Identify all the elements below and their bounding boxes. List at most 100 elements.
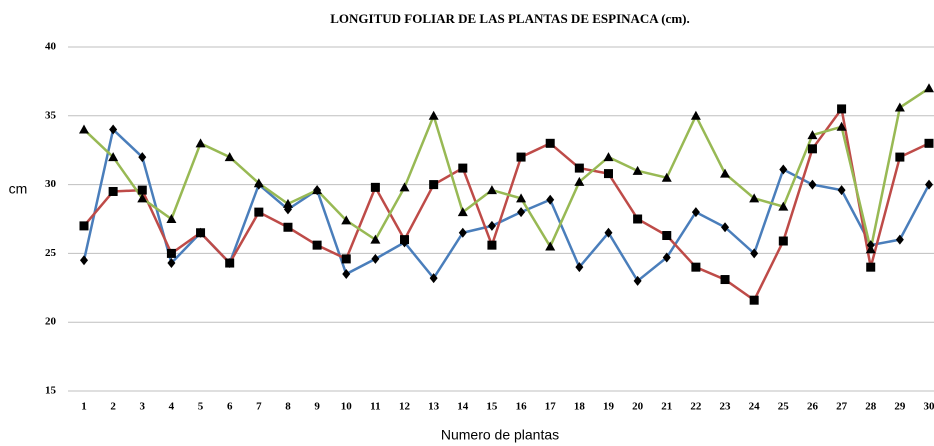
x-tick-label: 1 [81, 401, 87, 413]
marker [341, 215, 352, 225]
marker [342, 269, 351, 280]
marker [371, 253, 380, 264]
x-tick-label: 2 [110, 401, 116, 413]
x-tick-label: 6 [227, 401, 233, 413]
marker [691, 262, 701, 272]
marker [79, 124, 89, 134]
marker [720, 168, 731, 178]
marker [312, 240, 322, 250]
x-tick-label: 10 [341, 401, 353, 413]
marker [400, 235, 410, 245]
marker [457, 207, 468, 217]
series-line [83, 87, 930, 250]
marker [837, 185, 846, 196]
marker [895, 152, 905, 162]
x-tick-label: 18 [574, 401, 586, 413]
marker [690, 110, 701, 120]
x-tick-label: 14 [457, 401, 469, 413]
marker [224, 152, 235, 162]
marker [196, 228, 206, 238]
marker [924, 138, 934, 148]
y-tick-label: 15 [45, 385, 57, 397]
marker [662, 231, 672, 241]
marker [749, 193, 760, 203]
marker [778, 201, 789, 211]
marker [283, 222, 293, 232]
marker [516, 152, 526, 162]
marker [545, 138, 555, 148]
y-tick-label: 20 [45, 316, 57, 328]
marker [428, 110, 439, 120]
marker [603, 169, 613, 179]
marker [749, 295, 759, 305]
x-axis-label: Numero de plantas [441, 427, 559, 443]
series-line [83, 105, 930, 303]
series-line [82, 127, 931, 283]
x-tick-label: 19 [603, 401, 615, 413]
marker [807, 144, 817, 154]
marker [895, 234, 904, 245]
marker [836, 121, 847, 131]
marker [604, 227, 613, 238]
marker [312, 185, 323, 195]
x-tick-label: 12 [399, 401, 411, 413]
marker [894, 102, 905, 112]
marker [138, 152, 147, 163]
marker [166, 214, 177, 223]
marker [516, 193, 527, 203]
x-tick-label: 9 [314, 401, 320, 413]
marker [721, 222, 730, 233]
marker [429, 273, 438, 284]
marker [487, 220, 496, 231]
x-tick-label: 29 [894, 401, 906, 413]
x-tick-label: 22 [690, 401, 702, 413]
marker [341, 254, 351, 264]
x-tick-label: 30 [924, 401, 934, 413]
x-tick-label: 24 [749, 401, 761, 413]
x-tick-label: 27 [836, 401, 848, 413]
y-tick-label: 40 [45, 41, 57, 53]
x-tick-label: 7 [256, 401, 262, 413]
marker [517, 207, 526, 218]
chart-title: LONGITUD FOLIAR DE LAS PLANTAS DE ESPINA… [330, 11, 689, 26]
x-tick-label: 17 [545, 401, 557, 413]
marker [574, 163, 584, 173]
marker [166, 248, 176, 258]
marker [429, 180, 439, 190]
x-tick-label: 5 [198, 401, 204, 413]
marker [924, 83, 934, 93]
x-tick-label: 21 [661, 401, 672, 413]
marker [574, 176, 585, 186]
marker [807, 130, 818, 140]
marker [866, 262, 876, 272]
x-tick-label: 25 [778, 401, 790, 413]
x-tick-label: 16 [516, 401, 528, 413]
marker [778, 236, 788, 246]
marker [575, 262, 584, 273]
y-tick-label: 30 [45, 178, 57, 190]
marker [108, 152, 119, 162]
marker [225, 258, 235, 268]
x-tick-label: 28 [865, 401, 877, 413]
marker [865, 244, 876, 254]
marker [837, 104, 847, 114]
marker [720, 275, 730, 285]
y-tick-label: 25 [45, 247, 57, 259]
x-tick-label: 26 [807, 401, 819, 413]
marker [545, 241, 556, 251]
x-tick-label: 20 [632, 401, 644, 413]
marker [399, 182, 410, 192]
marker [80, 255, 88, 266]
marker [691, 207, 700, 218]
marker [254, 207, 264, 217]
marker [370, 182, 380, 192]
x-tick-label: 8 [285, 401, 291, 413]
marker [370, 234, 381, 244]
marker [108, 186, 118, 196]
marker [632, 165, 643, 175]
marker [808, 179, 817, 190]
marker [546, 194, 555, 205]
marker [167, 258, 176, 269]
marker [633, 214, 643, 224]
